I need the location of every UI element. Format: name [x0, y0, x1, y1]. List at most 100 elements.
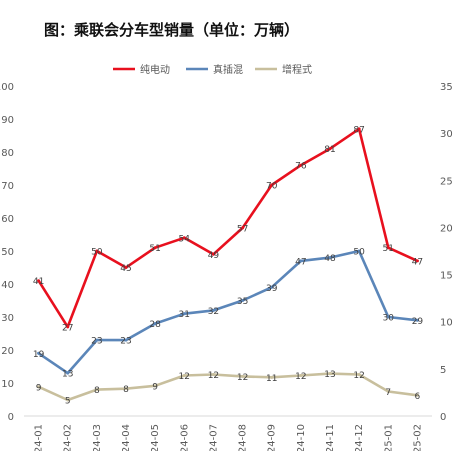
data-point	[357, 373, 361, 377]
data-point	[270, 375, 274, 379]
data-point	[299, 259, 303, 263]
data-point	[153, 384, 157, 388]
data-label: 6	[415, 392, 421, 402]
data-point	[415, 318, 419, 322]
data-label: 81	[324, 145, 335, 155]
data-label: 51	[383, 244, 394, 254]
data-point	[37, 385, 41, 389]
legend-label: 真插混	[213, 63, 243, 76]
data-label: 50	[91, 248, 103, 258]
data-point	[182, 373, 186, 377]
data-label: 12	[353, 371, 364, 381]
data-point	[386, 389, 390, 393]
y-left-tick-label: 40	[1, 280, 14, 291]
data-label: 23	[91, 337, 102, 347]
x-tick-label: 25-01	[383, 424, 394, 451]
data-point	[270, 183, 274, 187]
y-left-tick-label: 20	[1, 346, 14, 357]
x-tick-label: 24-09	[267, 424, 278, 451]
data-label: 23	[120, 337, 131, 347]
data-label: 47	[295, 257, 306, 267]
data-label: 13	[324, 370, 335, 380]
data-label: 47	[412, 257, 423, 267]
x-tick-label: 24-12	[354, 424, 365, 451]
y-right-tick-label: 25	[440, 176, 453, 187]
data-point	[357, 249, 361, 253]
data-point	[66, 398, 70, 402]
data-point	[357, 127, 361, 131]
y-right-tick-label: 10	[440, 318, 453, 329]
data-point	[124, 338, 128, 342]
x-tick-label: 24-10	[296, 424, 307, 451]
data-label: 49	[208, 251, 220, 261]
data-point	[95, 338, 99, 342]
data-label: 13	[62, 370, 73, 380]
legend-label: 纯电动	[140, 63, 170, 76]
data-point	[270, 285, 274, 289]
data-point	[182, 236, 186, 240]
y-right-tick-label: 30	[440, 129, 453, 140]
data-label: 51	[149, 244, 160, 254]
data-label: 12	[208, 371, 219, 381]
data-label: 28	[149, 320, 161, 330]
data-label: 35	[237, 297, 248, 307]
x-tick-label: 24-01	[34, 424, 45, 451]
data-label: 27	[62, 323, 73, 333]
data-point	[66, 371, 70, 375]
data-point	[211, 252, 215, 256]
x-tick-label: 24-05	[150, 424, 161, 451]
x-tick-label: 24-07	[208, 424, 219, 451]
data-label: 19	[33, 350, 45, 360]
y-left-tick-label: 90	[1, 115, 14, 126]
series-line-0	[37, 127, 418, 329]
data-label: 45	[120, 264, 131, 274]
data-label: 11	[266, 374, 277, 384]
y-left-tick-label: 0	[8, 412, 14, 423]
data-point	[153, 322, 157, 326]
y-right-tick-label: 0	[440, 412, 446, 423]
y-right-tick-label: 5	[440, 365, 446, 376]
data-label: 12	[237, 373, 248, 383]
y-left-tick-label: 50	[1, 247, 14, 258]
data-point	[241, 299, 245, 302]
data-label: 12	[179, 372, 190, 382]
data-point	[153, 246, 157, 250]
data-point	[386, 315, 390, 319]
data-label: 9	[36, 383, 42, 393]
data-point	[328, 147, 332, 151]
data-point	[415, 259, 419, 263]
data-label: 32	[208, 307, 219, 317]
y-left-tick-label: 10	[1, 379, 14, 390]
y-left-tick-label: 30	[1, 313, 14, 324]
data-label: 57	[237, 224, 248, 234]
data-point	[95, 388, 99, 392]
data-point	[182, 312, 186, 316]
data-point	[386, 246, 390, 250]
data-point	[124, 266, 128, 269]
x-tick-label: 25-02	[412, 424, 423, 451]
series-line-2	[38, 372, 418, 402]
data-point	[299, 373, 303, 377]
data-label: 8	[123, 385, 129, 395]
x-tick-label: 24-02	[63, 424, 74, 451]
legend-label: 增程式	[282, 63, 312, 76]
data-point	[211, 373, 215, 377]
data-label: 41	[33, 277, 44, 287]
data-point	[37, 279, 41, 283]
chart-title: 图：乘联会分车型销量（单位：万辆）	[44, 21, 300, 39]
x-tick-label: 24-08	[238, 424, 249, 451]
x-tick-label: 24-06	[179, 424, 190, 451]
y-right-tick-label: 20	[440, 223, 453, 234]
data-point	[241, 374, 245, 378]
y-right-tick-label: 15	[440, 271, 453, 282]
data-label: 9	[152, 382, 158, 392]
data-label: 7	[385, 388, 391, 398]
data-label: 39	[266, 284, 278, 294]
data-point	[211, 308, 215, 312]
data-label: 8	[94, 386, 100, 396]
data-point	[299, 163, 303, 167]
y-left-tick-label: 80	[1, 148, 14, 159]
data-label: 30	[383, 314, 395, 324]
data-label: 29	[412, 317, 424, 327]
